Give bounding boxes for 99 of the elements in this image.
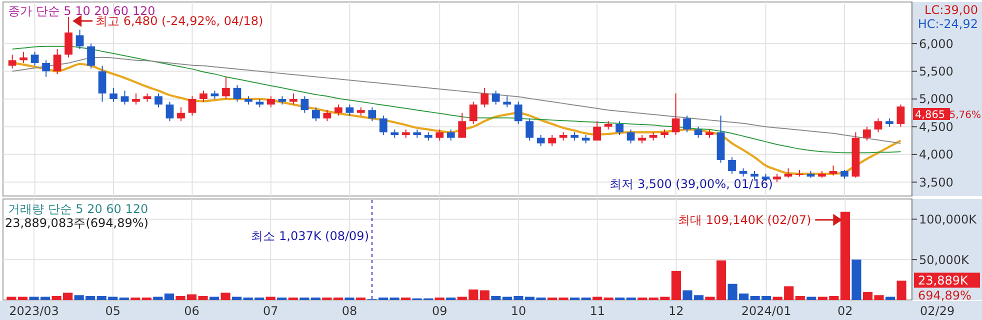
candlestick <box>626 128 635 144</box>
bar <box>480 290 490 300</box>
text: 694,89% <box>918 288 972 303</box>
bar <box>885 296 896 300</box>
candlestick <box>188 96 196 116</box>
y-tick-label: 3,500 <box>919 175 954 190</box>
bar <box>164 294 174 300</box>
annotation: 최저 3,500 (39,00%, 01/16) <box>610 177 773 192</box>
candlestick <box>53 48 62 75</box>
candlestick <box>368 106 376 122</box>
y-tick-label: 5,500 <box>919 64 954 78</box>
candlestick <box>672 92 680 136</box>
candlestick <box>379 115 388 136</box>
x-tick-label: 06 <box>184 304 200 318</box>
bar <box>209 296 220 300</box>
bar <box>896 280 906 300</box>
bar <box>232 296 242 300</box>
bar <box>806 296 816 300</box>
bar <box>153 296 163 300</box>
x-tick-label: 09 <box>432 304 448 318</box>
candlestick <box>20 51 28 64</box>
text: HC:-24,92 <box>918 17 978 31</box>
candlestick <box>334 104 342 116</box>
bar <box>266 296 276 300</box>
y-tick-label: 5,000 <box>919 92 954 106</box>
candlestick <box>177 106 185 122</box>
bar <box>694 295 704 300</box>
bar <box>491 296 501 300</box>
x-tick-label: 05 <box>105 304 121 318</box>
bar <box>840 212 850 300</box>
bar <box>682 290 692 300</box>
bar <box>592 296 602 300</box>
candlestick <box>8 54 16 70</box>
candlestick <box>98 65 106 102</box>
candlestick <box>132 92 140 106</box>
x-tick-label: 2024/01 <box>741 304 792 318</box>
candlestick <box>526 118 534 142</box>
candlestick <box>896 104 905 128</box>
candlestick <box>469 101 478 124</box>
candlestick <box>436 128 444 142</box>
candlestick <box>458 112 466 138</box>
y-tick-label: 4,000 <box>919 148 954 162</box>
y-tick-label: 4,500 <box>919 120 954 134</box>
candlestick <box>829 165 838 176</box>
bar <box>795 296 805 300</box>
candlestick <box>76 29 84 50</box>
text: 23,889,083주(694,89%) <box>5 216 148 230</box>
candlestick <box>87 43 95 70</box>
x-tick-label: 2023/03 <box>9 304 59 318</box>
x-tick-label: 11 <box>590 304 605 318</box>
x-tick-label: 08 <box>342 304 358 318</box>
x-tick-label: 02 <box>838 304 853 318</box>
candlestick <box>200 90 208 102</box>
candlestick <box>863 126 871 142</box>
annotation: 최소 1,037K (08/09) <box>251 229 369 243</box>
candlestick <box>728 156 736 174</box>
text: 4,865 <box>915 108 946 121</box>
candlestick <box>222 76 230 100</box>
candlestick <box>346 104 354 116</box>
candlestick <box>290 92 298 106</box>
candlestick <box>323 110 332 122</box>
candlestick <box>154 92 162 108</box>
candlestick <box>492 90 500 106</box>
candlestick <box>694 126 702 138</box>
annotation: 최대 109,140K (02/07) <box>678 212 812 227</box>
candlestick <box>616 120 624 136</box>
y-tick-label: 6,000 <box>919 36 954 51</box>
y-tick-label: 50,000K <box>919 252 970 267</box>
text: 02/29 <box>920 304 955 318</box>
bar <box>220 292 230 300</box>
candlestick <box>233 84 242 102</box>
candlestick <box>267 96 275 108</box>
candlestick <box>446 128 455 142</box>
candlestick <box>30 51 39 66</box>
candlestick <box>120 90 129 106</box>
candlestick <box>300 96 309 114</box>
candlestick <box>312 106 320 122</box>
bar <box>671 270 681 300</box>
x-tick-label: 12 <box>668 304 684 318</box>
candlestick <box>874 118 882 133</box>
text: 5,76% <box>949 110 981 121</box>
chart-title: 거래량 단순 5 20 60 120 <box>8 202 148 216</box>
y-tick-label: 100,000K <box>919 212 978 226</box>
candlestick <box>166 101 174 122</box>
candlestick <box>514 101 522 124</box>
candlestick <box>110 87 118 102</box>
candlestick <box>548 134 556 147</box>
candlestick <box>503 96 512 108</box>
text: 23,889K <box>918 274 969 288</box>
x-tick-label: 10 <box>510 304 526 318</box>
candlestick <box>64 16 72 58</box>
candlestick <box>593 120 602 142</box>
x-tick-label: 07 <box>262 304 278 318</box>
candlestick <box>42 60 50 78</box>
candlestick <box>480 87 489 108</box>
text: LC:39,00 <box>924 3 978 17</box>
candlestick <box>683 115 691 133</box>
bar <box>852 260 862 300</box>
candlestick <box>536 134 545 147</box>
